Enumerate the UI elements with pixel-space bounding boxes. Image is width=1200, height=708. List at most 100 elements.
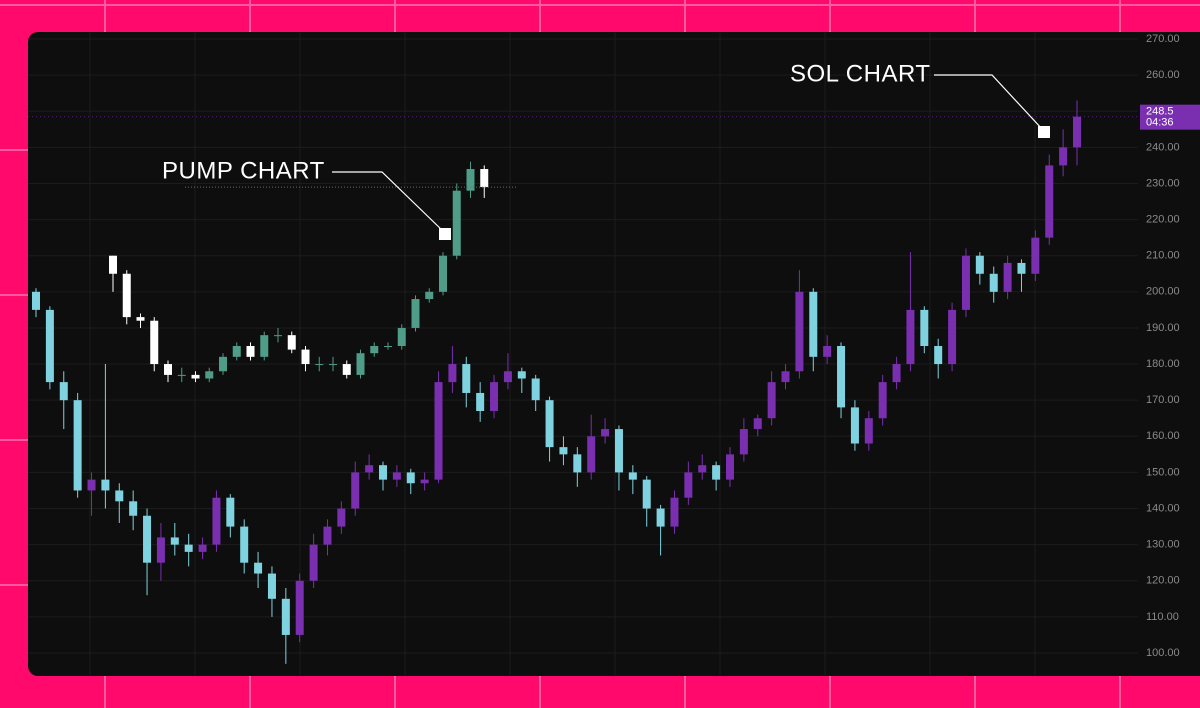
candle-body (287, 335, 296, 350)
candle-body (370, 346, 379, 354)
candle-body (670, 497, 679, 527)
candle-body (906, 309, 915, 365)
candle-body (1073, 116, 1081, 148)
candle-body (480, 169, 489, 188)
candle-body (315, 364, 324, 366)
y-tick-label: 150.00 (1146, 466, 1180, 478)
candle-body (920, 309, 929, 346)
annotation-pump: PUMP CHART (162, 157, 451, 240)
candle-body (205, 371, 214, 379)
candle-body (411, 299, 420, 328)
y-tick-label: 260.00 (1146, 69, 1180, 81)
y-tick-label: 170.00 (1146, 394, 1180, 406)
candle-body (115, 490, 124, 502)
candle-body (32, 291, 40, 310)
candle-body (466, 169, 475, 191)
candle-body (45, 309, 54, 383)
candle-body (864, 418, 873, 444)
candle-body (573, 454, 582, 473)
candle-body (712, 465, 721, 480)
y-tick-label: 110.00 (1146, 611, 1179, 623)
candle-body (397, 327, 406, 346)
candle-body (59, 382, 68, 401)
candle-body (837, 346, 846, 408)
y-tick-label: 180.00 (1146, 358, 1180, 370)
candle-body (809, 291, 818, 357)
candle-body (448, 364, 457, 383)
candle-body (365, 465, 374, 473)
candle-body (164, 364, 172, 375)
candle-body (1017, 262, 1026, 274)
y-tick-label: 210.00 (1146, 250, 1180, 262)
y-tick-label: 230.00 (1146, 177, 1180, 189)
candle-body (767, 382, 776, 419)
candle-body (301, 349, 310, 365)
candle-body (781, 371, 790, 383)
candle-body (170, 537, 179, 545)
candle-body (948, 309, 957, 365)
candle-body (177, 374, 186, 376)
candle-body (143, 515, 152, 563)
candle-body (246, 346, 255, 357)
price-tag (1140, 104, 1200, 130)
candle-body (406, 472, 415, 484)
candle-body (739, 429, 748, 455)
candle-body (698, 465, 707, 473)
candle-body (122, 273, 131, 318)
candle-body (503, 371, 512, 383)
y-tick-label: 190.00 (1146, 322, 1180, 334)
candle-body (87, 479, 96, 491)
countdown-label: 04:36 (1146, 117, 1174, 129)
annotation-marker (1038, 126, 1050, 138)
y-tick-label: 120.00 (1146, 575, 1180, 587)
candle-body (425, 291, 434, 300)
candle-body (156, 537, 165, 563)
candle-body (989, 273, 998, 292)
y-tick-label: 130.00 (1146, 539, 1180, 551)
candle-body (136, 317, 145, 321)
candle-body (281, 598, 290, 635)
candle-body (642, 479, 651, 509)
candle-body (601, 429, 610, 437)
vertical-grid (89, 32, 1036, 676)
annotation-label: PUMP CHART (162, 157, 325, 184)
candle-body (232, 346, 241, 357)
candle-body (795, 291, 804, 372)
candle-body (490, 382, 499, 412)
candle-body (961, 255, 970, 310)
candle-body (1031, 237, 1040, 274)
candle-body (212, 497, 221, 545)
y-tick-label: 200.00 (1146, 286, 1180, 298)
candle-body (150, 320, 159, 365)
candle-body (384, 346, 392, 347)
candle-body (684, 472, 693, 498)
candle-body (191, 374, 200, 379)
candle-body (726, 454, 734, 480)
candle-body (351, 472, 360, 509)
y-tick-label: 160.00 (1146, 430, 1180, 442)
candle-body (226, 497, 235, 527)
y-tick-label: 220.00 (1146, 213, 1180, 225)
candle-body (260, 335, 269, 357)
annotation-sol: SOL CHART (790, 60, 1050, 138)
leader-line (934, 74, 1044, 131)
candle-body (1059, 147, 1068, 166)
candle-body (850, 407, 859, 444)
candle-body (452, 190, 461, 256)
candle-body (329, 364, 337, 366)
candle-body (439, 255, 447, 292)
candle-body (309, 544, 318, 581)
candle-body (531, 378, 540, 401)
candle-body (109, 255, 117, 274)
candle-body (753, 418, 762, 430)
y-tick-label: 140.00 (1146, 502, 1180, 514)
chart-panel (28, 32, 1200, 676)
candle-body (295, 580, 304, 635)
candle-body (219, 356, 227, 372)
y-tick-label: 270.00 (1146, 33, 1180, 45)
annotation-label: SOL CHART (790, 60, 931, 87)
y-tick-label: 240.00 (1146, 141, 1180, 153)
candle-body (587, 436, 596, 473)
candle-body (476, 392, 485, 412)
